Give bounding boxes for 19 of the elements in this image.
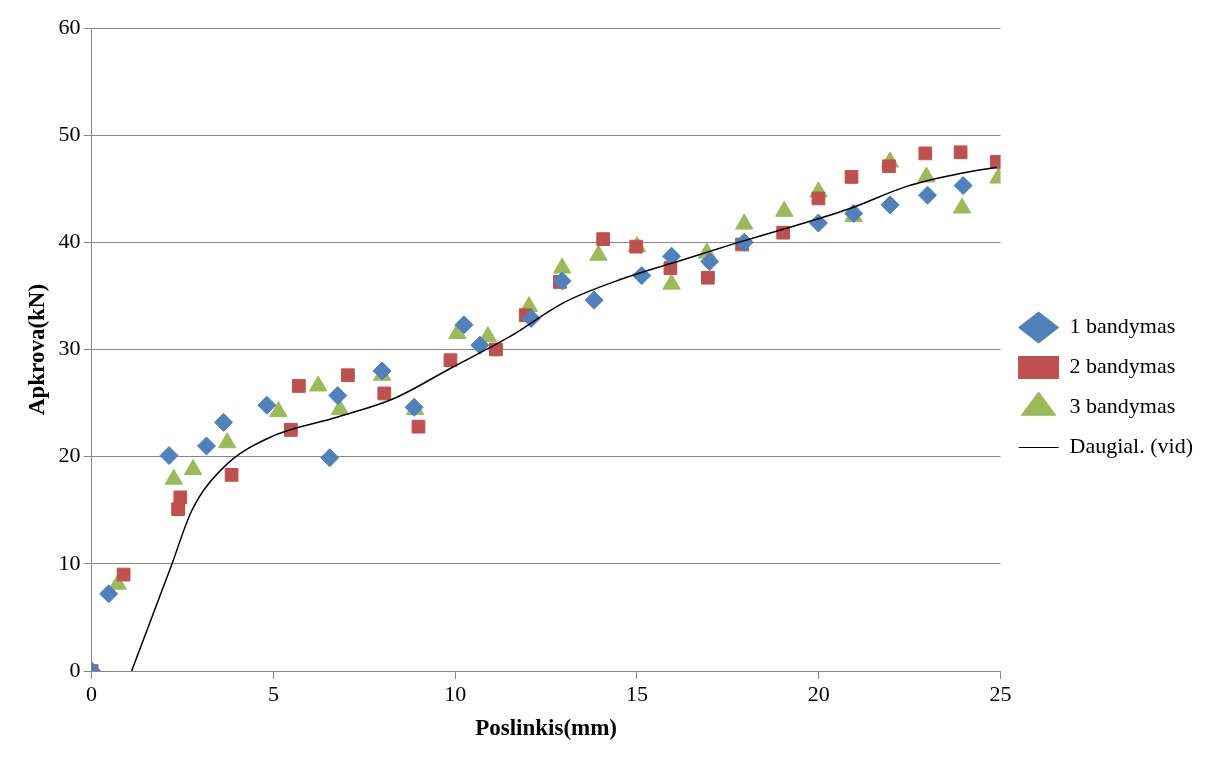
x-tick-label: 0 bbox=[86, 680, 98, 706]
y-tick-label: 30 bbox=[58, 335, 81, 361]
legend-label: 2 bandymas bbox=[1069, 353, 1176, 379]
x-tick-label: 5 bbox=[267, 680, 279, 706]
x-tick-label: 10 bbox=[444, 680, 467, 706]
legend-label: 1 bandymas bbox=[1069, 313, 1176, 339]
y-tick-label: 50 bbox=[58, 120, 81, 146]
y-axis-title: Apkrova(kN) bbox=[23, 283, 49, 416]
x-tick-label: 25 bbox=[989, 680, 1012, 706]
x-tick-label: 20 bbox=[807, 680, 830, 706]
legend-label: Daugial. (vid) bbox=[1069, 433, 1193, 459]
y-tick-label: 20 bbox=[58, 442, 81, 468]
legend-label: 3 bandymas bbox=[1069, 393, 1176, 419]
y-tick-label: 40 bbox=[58, 228, 81, 254]
x-axis-title: Poslinkis(mm) bbox=[475, 715, 618, 741]
y-tick-label: 10 bbox=[58, 549, 81, 575]
y-tick-label: 60 bbox=[58, 13, 81, 39]
x-tick-label: 15 bbox=[626, 680, 648, 706]
y-tick-label: 0 bbox=[69, 656, 81, 682]
